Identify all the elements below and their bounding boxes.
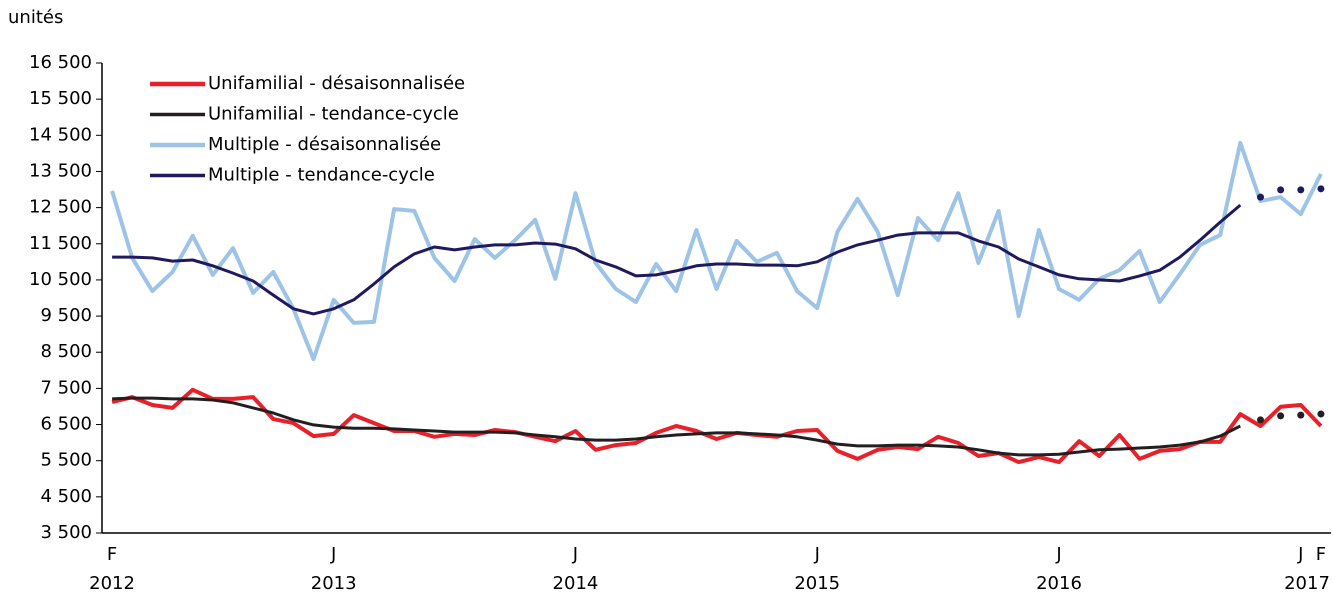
y-tick-label: 16 500 xyxy=(29,52,92,73)
y-tick-label: 5 500 xyxy=(40,450,92,471)
y-tick-label: 6 500 xyxy=(40,414,92,435)
y-tick-label: 7 500 xyxy=(40,377,92,398)
x-year-label: 2017 xyxy=(1284,573,1330,594)
x-tick-label: J xyxy=(1297,544,1303,565)
legend-label: Multiple - tendance-cycle xyxy=(208,165,435,186)
series-line xyxy=(110,140,1323,362)
y-axis-label: unités xyxy=(8,7,63,28)
x-tick-label: J xyxy=(330,544,336,565)
y-tick-label: 13 500 xyxy=(29,160,92,181)
y-tick-label: 10 500 xyxy=(29,269,92,290)
series-line xyxy=(112,203,1242,316)
provisional-point xyxy=(1256,416,1264,424)
y-tick-label: 12 500 xyxy=(29,197,92,218)
x-tick-label: F xyxy=(107,544,117,565)
y-tick-label: 9 500 xyxy=(40,305,92,326)
x-tick-label: J xyxy=(572,544,578,565)
series-line xyxy=(111,387,1323,465)
y-tick-label: 11 500 xyxy=(29,233,92,254)
y-tick-label: 4 500 xyxy=(40,486,92,507)
x-tick-label: F xyxy=(1316,544,1326,565)
provisional-point xyxy=(1317,185,1325,193)
provisional-point xyxy=(1256,193,1264,201)
legend-label: Unifamilial - tendance-cycle xyxy=(208,104,459,125)
y-tick-label: 3 500 xyxy=(40,522,92,543)
legend-label: Unifamilial - désaisonnalisée xyxy=(208,73,465,94)
provisional-point xyxy=(1277,186,1285,194)
y-tick-label: 14 500 xyxy=(29,124,92,145)
x-tick-label: J xyxy=(1055,544,1061,565)
x-year-label: 2014 xyxy=(553,573,599,594)
y-tick-label: 8 500 xyxy=(40,341,92,362)
provisional-point xyxy=(1277,412,1285,420)
series-line xyxy=(112,396,1241,457)
x-year-label: 2012 xyxy=(89,573,135,594)
y-tick-label: 15 500 xyxy=(29,88,92,109)
x-tick-label: J xyxy=(814,544,820,565)
provisional-point xyxy=(1297,186,1305,194)
x-year-label: 2015 xyxy=(794,573,840,594)
x-year-label: 2013 xyxy=(311,573,357,594)
provisional-point xyxy=(1317,410,1325,418)
provisional-point xyxy=(1297,411,1305,419)
legend-label: Multiple - désaisonnalisée xyxy=(208,134,441,155)
x-year-label: 2016 xyxy=(1036,573,1082,594)
